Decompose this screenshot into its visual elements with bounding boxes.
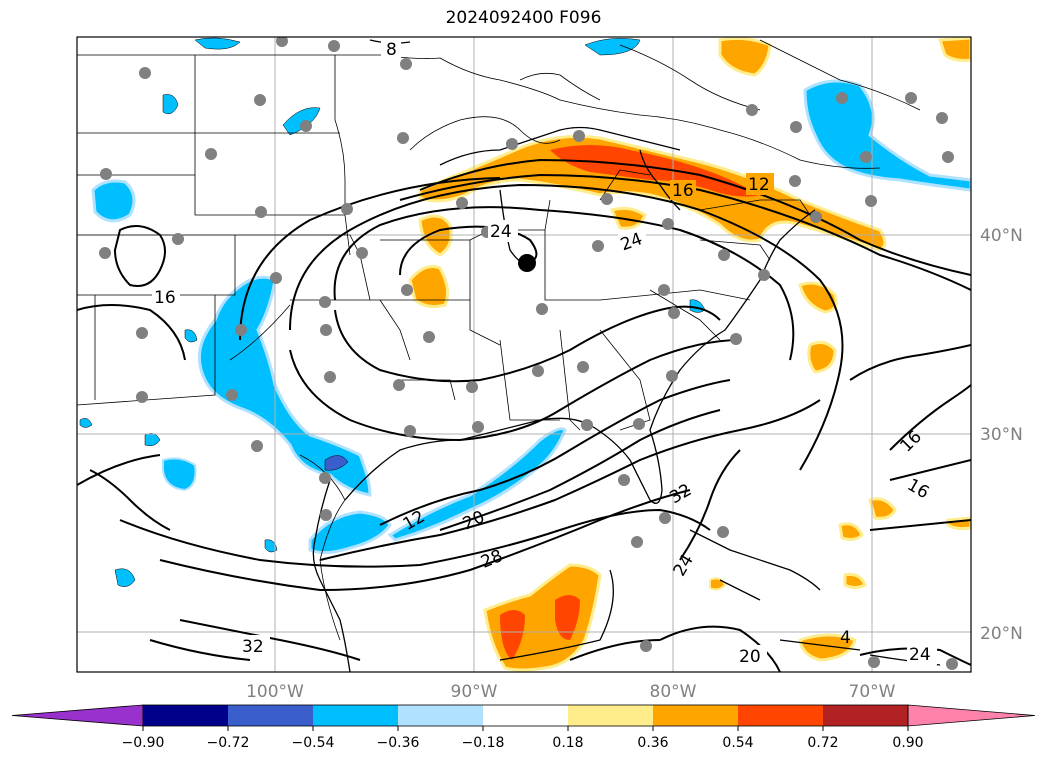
lat-label-30n: 30°N: [980, 425, 1023, 445]
colorbar-tick-label: −0.90: [122, 735, 165, 751]
colorbar-segment: [483, 705, 568, 726]
positive-shading: [408, 37, 971, 672]
colorbar-tick-label: 0.18: [552, 735, 583, 751]
colorbar-tick-label: −0.54: [292, 735, 335, 751]
colorbar-segment: [653, 705, 738, 726]
colorbar-tick-label: 0.36: [637, 735, 668, 751]
colorbar-tick-label: −0.18: [462, 735, 505, 751]
colorbar-segment: [398, 705, 483, 726]
contour-label: 16: [672, 181, 694, 201]
colorbar-outline: [142, 704, 909, 727]
contour-label: 24: [909, 645, 931, 665]
colorbar-segment: [568, 705, 653, 726]
map-title: 2024092400 F096: [445, 8, 602, 28]
contour-label: 8: [386, 40, 397, 60]
map-frame: [76, 36, 972, 673]
colorbar-segment: [823, 705, 908, 726]
contour-label: 4: [840, 628, 851, 648]
negative-shading: [79, 37, 971, 587]
lat-label-40n: 40°N: [980, 226, 1023, 246]
colorbar: −0.90 −0.72 −0.54 −0.36 −0.18 0.18 0.36 0.54 0.7…: [11, 704, 1036, 751]
colorbar-segment: [228, 705, 313, 726]
contour-label: 12: [748, 175, 770, 195]
station-markers: [99, 37, 958, 670]
contour-label: 32: [242, 637, 264, 657]
map-area: 8 24 16 12 24 16 12 20 28 32 24 16 16 32…: [77, 37, 971, 672]
lat-label-20n: 20°N: [980, 624, 1023, 644]
contour-label-group: 8 24 16 12 24 16 12 20 28 32 24 16 16 32…: [152, 38, 937, 667]
colorbar-tick-label: 0.90: [892, 735, 923, 751]
colorbar-segment: [738, 705, 823, 726]
lon-label-100w: 100°W: [246, 682, 304, 702]
colorbar-tick-label: 0.72: [807, 735, 838, 751]
forecast-contours: [77, 158, 971, 672]
lon-label-80w: 80°W: [650, 682, 697, 702]
contour-label: 20: [739, 647, 761, 667]
lon-label-70w: 70°W: [849, 682, 896, 702]
colorbar-tick-label: −0.72: [207, 735, 250, 751]
contour-label: 24: [490, 222, 512, 242]
gridlines: [77, 37, 971, 672]
colorbar-extend-high: [907, 704, 1036, 727]
colorbar-tick-label: 0.54: [722, 735, 753, 751]
lon-label-90w: 90°W: [451, 682, 498, 702]
colorbar-segment: [313, 705, 398, 726]
colorbar-extend-low: [11, 704, 144, 727]
selected-location-marker: [518, 254, 536, 272]
contour-label: 16: [154, 288, 176, 308]
colorbar-segment: [143, 705, 228, 726]
colorbar-tick-label: −0.36: [377, 735, 420, 751]
